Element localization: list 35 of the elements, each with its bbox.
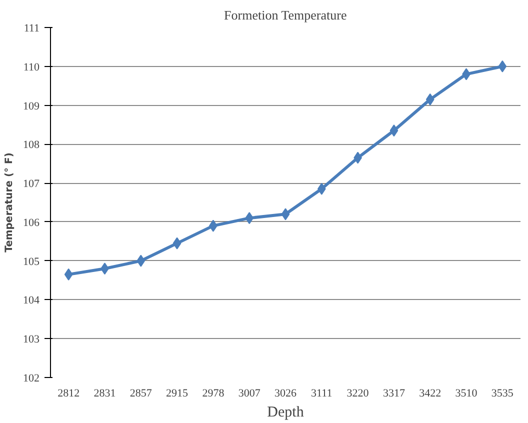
x-tick-label: 2831	[94, 388, 116, 400]
y-tick-label: 104	[23, 294, 40, 307]
y-tick-label: 102	[23, 372, 40, 384]
point	[317, 182, 326, 195]
x-tick-label: 3535	[491, 388, 514, 400]
point	[390, 124, 398, 137]
x-tick-label: 3422	[419, 388, 442, 400]
x-tick-label: 3510	[455, 388, 478, 400]
y-tick-label: 103	[23, 334, 40, 346]
x-tick-label: 2978	[202, 388, 225, 400]
point	[245, 212, 254, 224]
point	[172, 237, 182, 250]
x-tick-label: 2812	[58, 388, 80, 400]
x-tick-label: 3317	[382, 388, 406, 400]
point	[426, 93, 434, 106]
point	[281, 208, 290, 220]
y-tick-label: 111	[24, 22, 40, 34]
x-tick-label: 3220	[346, 388, 370, 400]
x-tick-label: 2857	[130, 388, 152, 400]
y-tick-label: 108	[23, 139, 40, 152]
x-tick-label: 3026	[274, 388, 297, 400]
chart-title: Formetion Temperature	[224, 8, 347, 22]
point	[64, 268, 73, 280]
y-tick-label: 106	[23, 216, 40, 229]
x-tick-label: 3007	[238, 388, 261, 400]
x-tick-label: 3111	[311, 388, 332, 400]
y-tick-label: 110	[23, 61, 40, 74]
y-tick-label: 107	[23, 178, 40, 190]
x-tick-label: 2915	[166, 388, 189, 400]
x-axis-title: Depth	[267, 404, 304, 420]
y-axis-title: Temperature (° F)	[4, 152, 15, 252]
point	[498, 60, 507, 72]
y-tick-label: 105	[23, 256, 40, 268]
point	[136, 254, 146, 267]
y-tick-label: 109	[23, 100, 40, 112]
